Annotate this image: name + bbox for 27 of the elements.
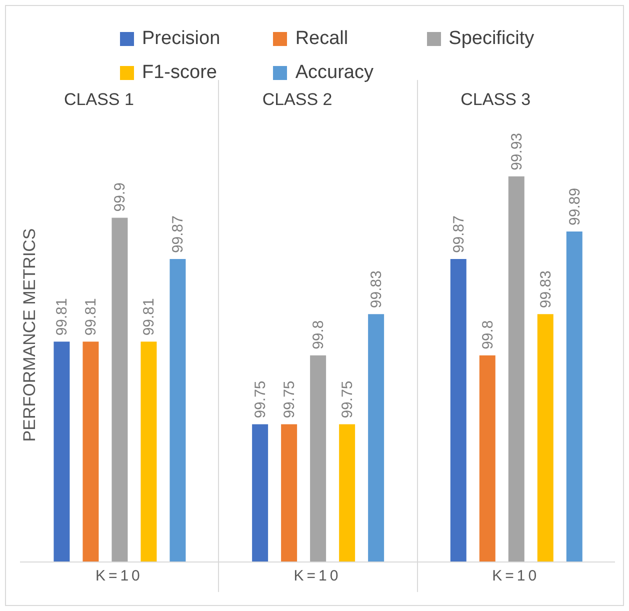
annotation: CLASS 3 [460, 90, 531, 110]
data-label: 99.89 [566, 188, 584, 226]
data-label: 99.81 [82, 298, 100, 336]
x-tick-label: K=10 [492, 568, 540, 585]
legend-label: Accuracy [294, 62, 374, 84]
data-label: 99.9 [112, 182, 129, 212]
data-label: 99.93 [508, 132, 526, 170]
data-label: 99.75 [281, 380, 298, 418]
legend-label: F1-score [141, 62, 218, 84]
data-label: 99.8 [479, 320, 496, 350]
data-label: 99.75 [252, 380, 270, 418]
annotation: CLASS 2 [262, 90, 332, 110]
data-label: 99.87 [450, 215, 468, 254]
x-tick-label: K=10 [294, 568, 342, 585]
legend-label: Recall [294, 28, 350, 50]
data-label: 99.81 [54, 298, 71, 336]
data-label: 99.81 [140, 298, 158, 336]
data-label: 99.83 [368, 270, 386, 308]
annotation: CLASS 1 [64, 90, 134, 110]
data-label: 99.75 [339, 380, 356, 418]
legend-label: Specificity [448, 28, 536, 50]
data-label: 99.8 [310, 320, 328, 350]
data-label: 99.83 [537, 270, 554, 308]
y-axis-title: PERFORMANCE METRICS [20, 228, 40, 442]
legend-label: Precision [141, 28, 222, 50]
data-label: 99.87 [170, 215, 187, 254]
x-tick-label: K=10 [95, 568, 143, 585]
